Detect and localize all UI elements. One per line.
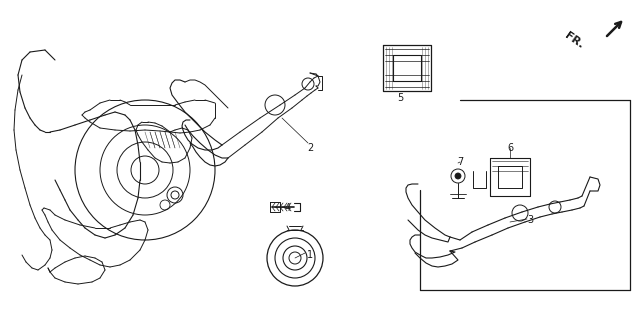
Circle shape xyxy=(455,173,461,179)
Text: 3: 3 xyxy=(527,215,533,225)
Text: 6: 6 xyxy=(507,143,513,153)
Text: 1: 1 xyxy=(307,250,313,260)
Text: FR.: FR. xyxy=(563,30,586,50)
Text: 5: 5 xyxy=(397,93,403,103)
Text: 4: 4 xyxy=(285,203,291,213)
Text: 2: 2 xyxy=(307,143,313,153)
Text: 7: 7 xyxy=(457,157,463,167)
